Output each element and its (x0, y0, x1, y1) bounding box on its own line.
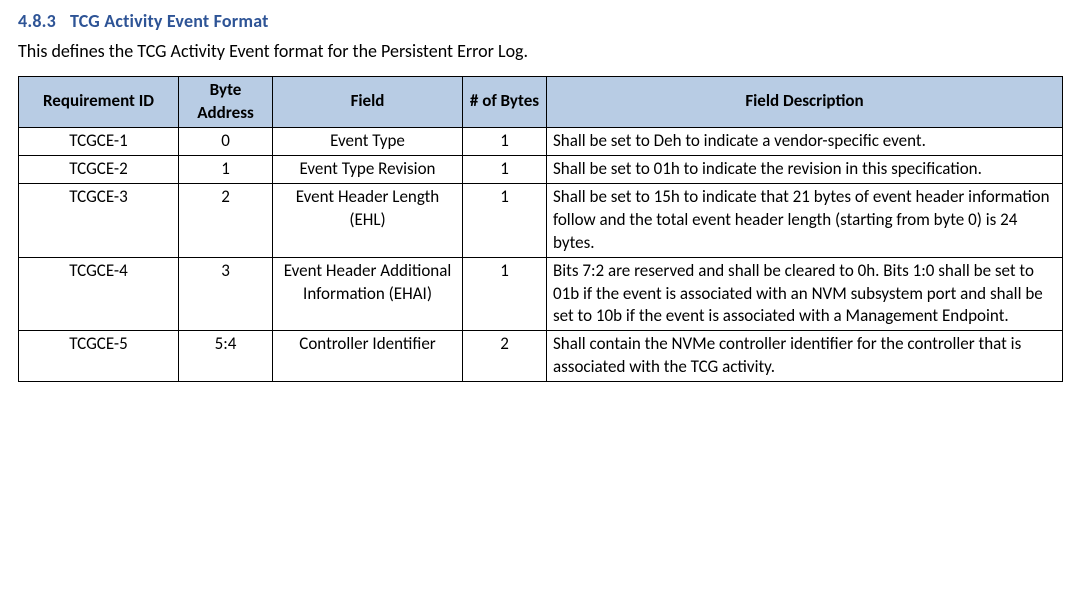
cell-num-bytes: 1 (463, 183, 547, 257)
cell-byte-addr: 1 (179, 155, 273, 183)
col-header: Field (273, 77, 463, 128)
cell-field: Event Header Additional Information (EHA… (273, 257, 463, 331)
col-header: Field Description (547, 77, 1063, 128)
table-row: TCGCE-5 5:4 Controller Identifier 2 Shal… (19, 331, 1063, 382)
cell-field: Controller Identifier (273, 331, 463, 382)
cell-field: Event Header Length (EHL) (273, 183, 463, 257)
cell-req-id: TCGCE-4 (19, 257, 179, 331)
cell-num-bytes: 1 (463, 257, 547, 331)
cell-byte-addr: 3 (179, 257, 273, 331)
cell-byte-addr: 0 (179, 127, 273, 155)
cell-field: Event Type (273, 127, 463, 155)
cell-req-id: TCGCE-5 (19, 331, 179, 382)
section-heading: 4.8.3 TCG Activity Event Format (18, 10, 1062, 32)
page: 4.8.3 TCG Activity Event Format This defi… (0, 0, 1080, 592)
cell-req-id: TCGCE-1 (19, 127, 179, 155)
col-header: # of Bytes (463, 77, 547, 128)
table-row: TCGCE-3 2 Event Header Length (EHL) 1 Sh… (19, 183, 1063, 257)
cell-field: Event Type Revision (273, 155, 463, 183)
table-row: TCGCE-2 1 Event Type Revision 1 Shall be… (19, 155, 1063, 183)
cell-num-bytes: 1 (463, 127, 547, 155)
cell-byte-addr: 5:4 (179, 331, 273, 382)
table-row: TCGCE-4 3 Event Header Additional Inform… (19, 257, 1063, 331)
heading-title: TCG Activity Event Format (70, 10, 269, 32)
cell-desc: Shall be set to 01h to indicate the revi… (547, 155, 1063, 183)
intro-text: This defines the TCG Activity Event form… (18, 40, 1062, 62)
table-body: TCGCE-1 0 Event Type 1 Shall be set to D… (19, 127, 1063, 381)
cell-desc: Shall contain the NVMe controller identi… (547, 331, 1063, 382)
cell-num-bytes: 1 (463, 155, 547, 183)
cell-byte-addr: 2 (179, 183, 273, 257)
table-header: Requirement ID Byte Address Field # of B… (19, 77, 1063, 128)
cell-desc: Shall be set to Deh to indicate a vendor… (547, 127, 1063, 155)
cell-req-id: TCGCE-2 (19, 155, 179, 183)
cell-desc: Bits 7:2 are reserved and shall be clear… (547, 257, 1063, 331)
cell-desc: Shall be set to 15h to indicate that 21 … (547, 183, 1063, 257)
cell-num-bytes: 2 (463, 331, 547, 382)
cell-req-id: TCGCE-3 (19, 183, 179, 257)
table-row: TCGCE-1 0 Event Type 1 Shall be set to D… (19, 127, 1063, 155)
col-header: Byte Address (179, 77, 273, 128)
col-header: Requirement ID (19, 77, 179, 128)
spec-table: Requirement ID Byte Address Field # of B… (18, 76, 1063, 382)
heading-number: 4.8.3 (18, 10, 56, 32)
